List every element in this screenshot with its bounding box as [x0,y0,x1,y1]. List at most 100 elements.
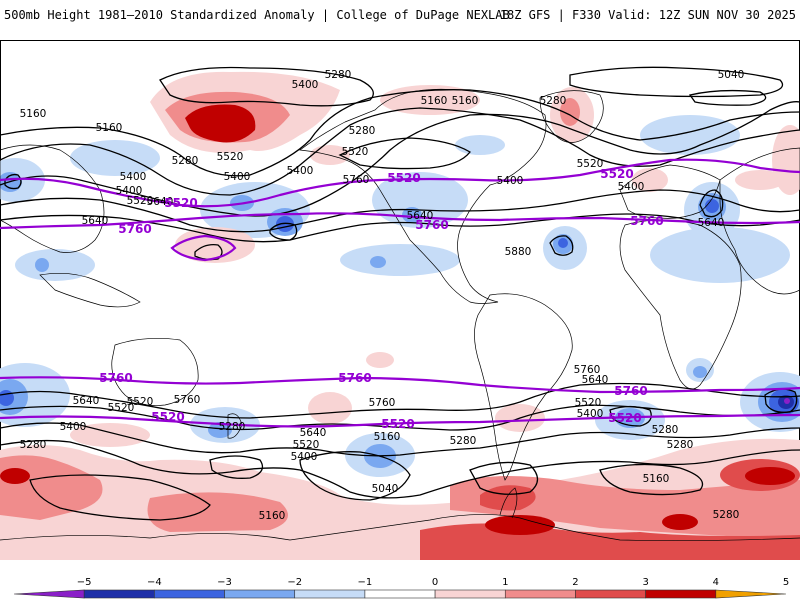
contour-label: 5880 [505,246,532,258]
coastline-north-america [299,88,547,304]
anomaly-region [0,379,28,415]
map-title: 500mb Height 1981–2010 Standardized Anom… [4,8,510,22]
anomaly-region [480,485,536,511]
coastline-se-asia [39,273,141,308]
contour-label: 5640 [147,196,174,208]
colorbar-tick: 4 [713,577,719,588]
coastline-europe [619,164,721,219]
anomaly-region [735,170,785,190]
coastline-greenland [539,90,604,143]
contour-label: 5400 [120,171,147,183]
contour-label: 5400 [291,451,318,463]
coastline-asia-west [0,144,105,253]
anomaly-region [558,238,568,248]
colorbar-swatch [83,589,155,599]
contour-label: 5160 [643,473,670,485]
colorbar-swatch [715,589,787,599]
colorbar-swatch [364,589,436,599]
header: 500mb Height 1981–2010 Standardized Anom… [0,0,800,36]
contour-label: 5640 [698,217,725,229]
anomaly-region [0,468,30,484]
contour-label: 5160 [452,95,479,107]
contour-label: 5520 [575,397,602,409]
anomaly-region [308,392,352,424]
contour-label: 5280 [325,69,352,81]
purple-label: 5760 [338,371,371,385]
contour-label: 5640 [582,374,609,386]
colorbar: −5 −4 −3 −2 −1 0 1 2 3 4 5 [13,577,789,599]
contour-line [4,173,22,190]
contour-label: 5280 [349,125,376,137]
colorbar-swatch [224,589,296,599]
coastline-asia [719,147,800,295]
anomaly-region [366,352,394,368]
contour-label: 5280 [20,439,47,451]
contour-label: 5520 [342,146,369,158]
contour-label: 5280 [540,95,567,107]
anomaly-region [185,104,256,143]
contour-line [699,189,724,218]
contour-label: 5640 [407,210,434,222]
contour-label: 5400 [287,165,314,177]
colorbar-tick: −5 [77,577,92,588]
anomaly-region [450,476,800,540]
contour-label: 5400 [618,181,645,193]
colorbar-tick: 1 [502,577,508,588]
anomaly-region [372,172,468,228]
contour-label: 5400 [577,408,604,420]
colorbar-swatch [645,589,717,599]
contour-5520 [0,158,800,208]
contour-label: 5280 [219,421,246,433]
negative-anomaly-fill [0,115,800,477]
purple-label: 5520 [608,411,641,425]
purple-label: 5760 [614,384,647,398]
anomaly-region [370,256,386,268]
contour-line [609,405,652,427]
contour-labels: 5280 5400 5160 5280 5520 5400 5400 5520 … [20,69,745,522]
contour-5520 [0,413,800,428]
contour-line [469,461,539,495]
height-contours [0,66,800,521]
anomaly-region [35,258,49,272]
contour-label: 5520 [293,439,320,451]
anomaly-region [208,422,232,438]
purple-label: 5520 [600,167,633,181]
purple-label: 5760 [415,218,448,232]
coastline-africa [619,219,742,390]
contour-line [599,463,704,496]
colorbar-swatches [13,589,787,599]
anomaly-region [662,514,698,530]
contour-line [209,455,264,479]
anomaly-region [560,98,580,126]
anomaly-region [784,398,790,404]
contour-line [0,422,800,457]
contour-line [0,382,800,419]
contour-label: 5640 [300,427,327,439]
contour-label: 5280 [652,424,679,436]
contour-label: 5400 [224,171,251,183]
anomaly-region [632,168,668,192]
colorbar-tick: −3 [217,577,232,588]
purple-contour-labels: 5520 5760 5520 5760 5520 5760 5760 5760 … [99,167,663,431]
contour-label: 5280 [450,435,477,447]
contour-line [0,89,800,177]
colorbar-swatch [294,589,366,599]
positive-anomaly-fill [0,71,800,560]
contour-line [0,213,800,243]
colorbar-swatch [575,589,646,599]
contour-label: 5160 [259,510,286,522]
contour-label: 5520 [577,158,604,170]
colorbar-tick: 3 [642,577,648,588]
colorbar-tick-labels: −5 −4 −3 −2 −1 0 1 2 3 4 5 [77,577,789,588]
purple-label: 5520 [164,196,197,210]
colorbar-tick: 0 [432,577,438,588]
colorbar-tick: 5 [783,577,789,588]
anomaly-region [70,140,160,176]
contour-label: 5160 [96,122,123,134]
contour-label: 5520 [217,151,244,163]
contour-label: 5400 [292,79,319,91]
contour-label: 5400 [497,175,524,187]
colorbar-tick: −4 [147,577,162,588]
anomaly-region [70,423,150,447]
colorbar-swatch [154,589,225,599]
